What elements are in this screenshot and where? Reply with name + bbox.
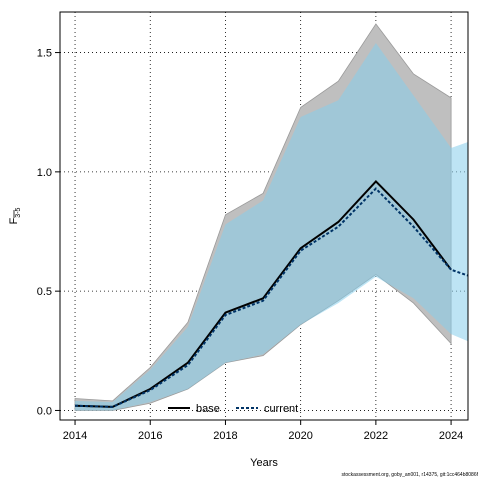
plot-frame (59, 11, 469, 421)
current-estimate-line (74, 187, 468, 408)
confidence-bands (74, 23, 468, 411)
x-tick-label: 2016 (138, 430, 162, 442)
x-axis-label: Years (250, 457, 278, 469)
axes: 2014 2016 2018 2020 2022 2024 0.0 0.5 1.0 1.5 (37, 48, 464, 442)
x-tick-label: 2022 (364, 430, 388, 442)
x-tick-label: 2024 (439, 430, 463, 442)
y-axis-label-subscript: 3-5 (15, 207, 22, 217)
y-tick-label: 1.5 (37, 48, 52, 60)
y-axis-label-group: F3-5 (8, 207, 22, 224)
legend-current-label: current (264, 403, 298, 415)
current-confidence-band (75, 43, 468, 411)
y-tick-label: 0.0 (37, 405, 52, 417)
x-tick-label: 2014 (63, 430, 87, 442)
x-tick-label: 2018 (213, 430, 237, 442)
x-tick-label: 2020 (288, 430, 312, 442)
estimate-lines (74, 179, 468, 408)
y-axis-label: F3-5 (8, 207, 22, 224)
legend: base current (168, 403, 298, 415)
y-tick-label: 0.5 (37, 286, 52, 298)
footer-attribution: stockassessment.org, goby_an001, r14375,… (341, 472, 478, 478)
legend-base-label: base (196, 403, 220, 415)
y-tick-label: 1.0 (37, 167, 52, 179)
y-axis-label-main: F (8, 217, 20, 224)
